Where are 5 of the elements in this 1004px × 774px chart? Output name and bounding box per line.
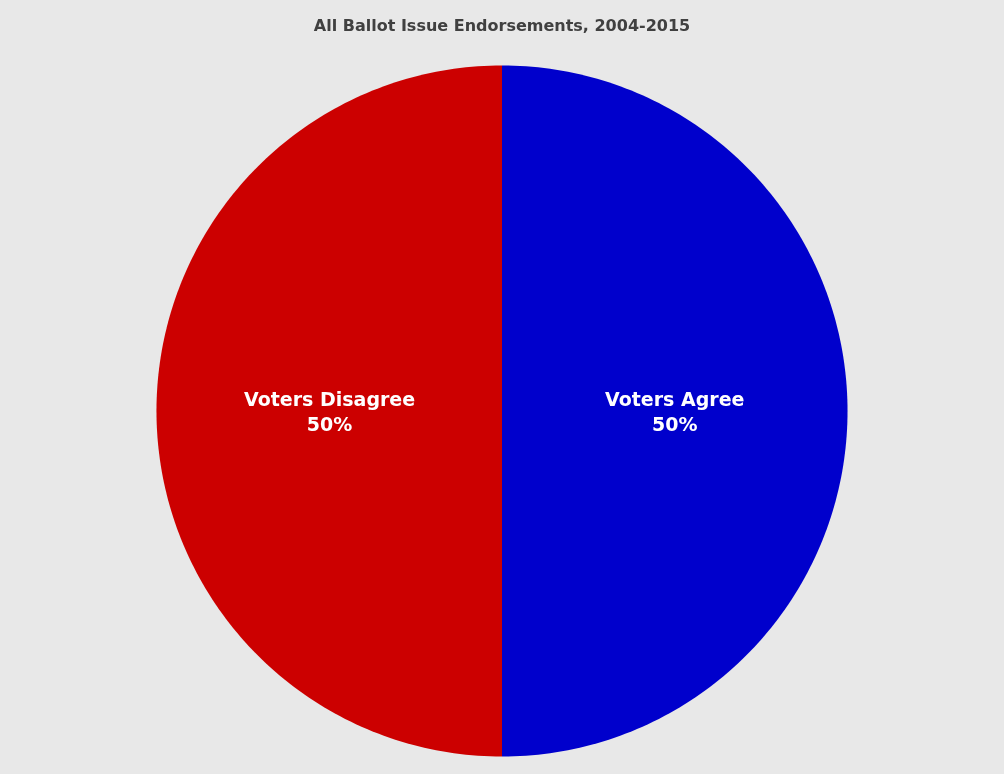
chart-title: All Ballot Issue Endorsements, 2004-2015 <box>313 15 691 35</box>
data-label: 50% <box>306 412 353 435</box>
data-label: 50% <box>651 412 698 435</box>
slice-label: Voters Disagree <box>244 388 416 410</box>
slice-label: Voters Agree <box>605 388 745 410</box>
